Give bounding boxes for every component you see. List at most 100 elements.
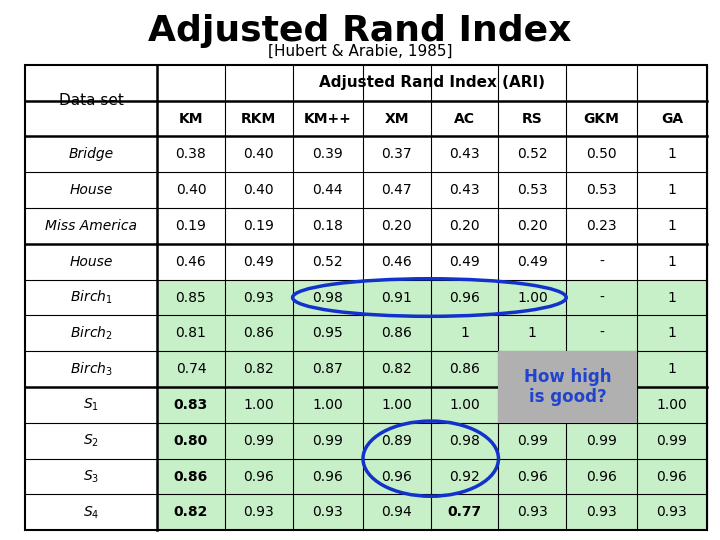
Text: 1.00: 1.00 [382,398,413,412]
Text: $S_4$: $S_4$ [83,504,99,521]
Text: RS: RS [522,111,543,125]
Text: 0.82: 0.82 [174,505,208,519]
Text: 1.00: 1.00 [449,398,480,412]
Text: 0.18: 0.18 [312,219,343,233]
Text: 1: 1 [667,291,676,305]
Bar [157,351,707,387]
Text: 0.43: 0.43 [449,183,480,197]
Text: 0.83: 0.83 [174,398,208,412]
Text: KM: KM [179,111,203,125]
Bar [157,423,707,458]
Text: 0.81: 0.81 [176,326,207,340]
Text: 0.53: 0.53 [586,183,617,197]
Text: 0.96: 0.96 [586,470,617,484]
Bar [157,458,707,495]
Text: 0.86: 0.86 [449,362,480,376]
Bar [157,280,707,315]
Text: 0.52: 0.52 [312,255,343,269]
Text: 0.99: 0.99 [243,434,274,448]
Text: 0.96: 0.96 [382,470,413,484]
Text: 0.38: 0.38 [176,147,207,161]
Text: 0.46: 0.46 [382,255,413,269]
Bar [157,495,707,530]
Text: 0.49: 0.49 [449,255,480,269]
Text: Birch$_3$: Birch$_3$ [70,361,112,378]
Text: AC: AC [454,111,475,125]
Text: 0.19: 0.19 [176,219,207,233]
Text: 0.91: 0.91 [382,291,413,305]
Text: 0.82: 0.82 [243,362,274,376]
Text: 0.39: 0.39 [312,147,343,161]
Text: 1.00: 1.00 [517,291,548,305]
Text: XM: XM [384,111,409,125]
Text: 0.40: 0.40 [176,183,207,197]
Bar [157,315,707,351]
Text: 0.85: 0.85 [176,291,207,305]
Text: 1: 1 [667,362,676,376]
Text: 1: 1 [667,219,676,233]
Text: 0.49: 0.49 [243,255,274,269]
Text: Miss America: Miss America [45,219,137,233]
Text: KM++: KM++ [304,111,351,125]
Text: 0.40: 0.40 [243,147,274,161]
Text: 0.46: 0.46 [176,255,207,269]
Text: Birch$_2$: Birch$_2$ [70,325,112,342]
Bar [25,65,707,530]
Text: Birch$_1$: Birch$_1$ [70,289,112,306]
Text: 0.93: 0.93 [243,505,274,519]
Text: 0.89: 0.89 [382,434,413,448]
Text: 0.96: 0.96 [449,291,480,305]
Text: 0.96: 0.96 [243,470,274,484]
Text: 0.49: 0.49 [517,255,548,269]
Text: 0.19: 0.19 [243,219,274,233]
Text: [Hubert & Arabie, 1985]: [Hubert & Arabie, 1985] [268,44,452,59]
Text: 0.98: 0.98 [312,291,343,305]
Text: 0.93: 0.93 [657,505,687,519]
Text: 0.93: 0.93 [312,505,343,519]
Text: 1.00: 1.00 [243,398,274,412]
Text: 0.52: 0.52 [517,147,548,161]
Text: House: House [69,255,113,269]
Text: 0.96: 0.96 [312,470,343,484]
Text: 1: 1 [667,183,676,197]
Text: $S_3$: $S_3$ [83,468,99,485]
Text: Adjusted Rand Index: Adjusted Rand Index [148,14,572,48]
Text: $S_1$: $S_1$ [83,397,99,413]
Text: 0.93: 0.93 [586,505,617,519]
Text: $S_2$: $S_2$ [83,433,99,449]
Text: 0.93: 0.93 [517,505,548,519]
Text: 0.92: 0.92 [449,470,480,484]
Text: 0.99: 0.99 [657,434,688,448]
Text: 0.50: 0.50 [586,147,617,161]
Text: 1: 1 [667,255,676,269]
Text: House: House [69,183,113,197]
Text: 0.95: 0.95 [312,326,343,340]
Text: Bridge: Bridge [68,147,114,161]
Text: Adjusted Rand Index (ARI): Adjusted Rand Index (ARI) [319,75,545,90]
Bar [498,351,636,387]
Text: 0.93: 0.93 [243,291,274,305]
Text: 0.53: 0.53 [517,183,548,197]
Text: 0.96: 0.96 [517,470,548,484]
Text: 0.23: 0.23 [586,219,617,233]
Text: 1.00: 1.00 [657,398,687,412]
Text: 0.20: 0.20 [382,219,412,233]
Text: 0.99: 0.99 [312,434,343,448]
Text: 0.94: 0.94 [382,505,413,519]
Text: 1: 1 [460,326,469,340]
Text: 0.37: 0.37 [382,147,412,161]
Text: 0.87: 0.87 [312,362,343,376]
Text: 0.99: 0.99 [517,434,548,448]
Text: 0.74: 0.74 [176,362,207,376]
Text: Data set: Data set [59,93,124,108]
Text: 1.00: 1.00 [312,398,343,412]
Bar [157,387,707,423]
Text: 0.43: 0.43 [449,147,480,161]
Text: 0.98: 0.98 [449,434,480,448]
Text: 0.20: 0.20 [517,219,548,233]
Text: 0.40: 0.40 [243,183,274,197]
Text: 0.96: 0.96 [657,470,688,484]
Text: 0.99: 0.99 [586,434,617,448]
Text: 0.86: 0.86 [382,326,413,340]
Text: 1: 1 [667,147,676,161]
